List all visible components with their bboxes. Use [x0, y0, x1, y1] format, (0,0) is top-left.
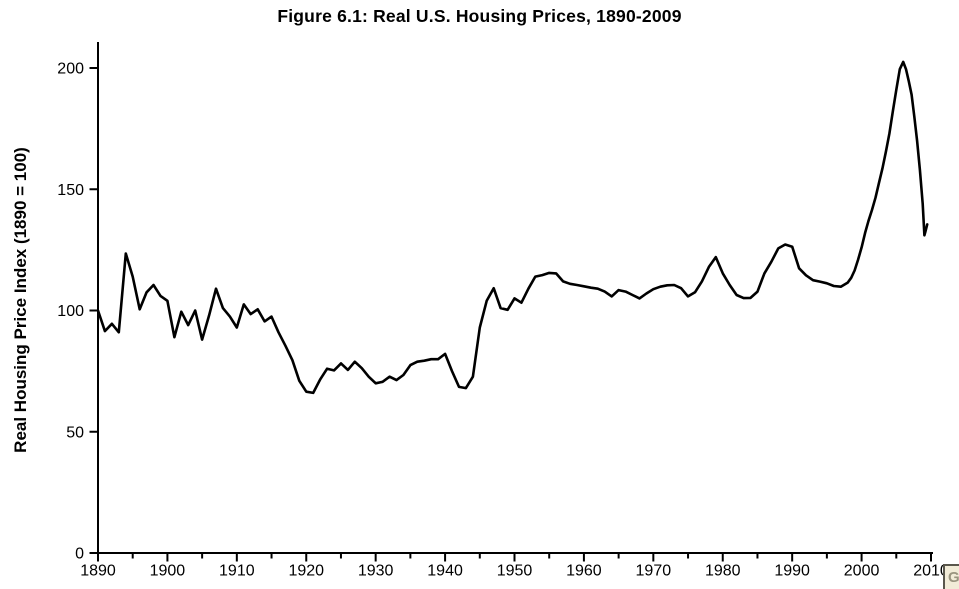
- x-tick-label: 1890: [80, 563, 116, 580]
- x-tick-label: 1960: [566, 563, 602, 580]
- x-tick-label: 2010: [913, 563, 949, 580]
- y-tick-label: 150: [57, 182, 84, 199]
- y-tick-label: 200: [57, 61, 84, 78]
- x-tick-label: 1940: [427, 563, 463, 580]
- chart-title: Figure 6.1: Real U.S. Housing Prices, 18…: [277, 6, 682, 26]
- x-tick-label: 1980: [705, 563, 741, 580]
- x-tick-label: 1910: [219, 563, 255, 580]
- x-tick-label: 1950: [497, 563, 533, 580]
- corner-widget-badge[interactable]: G: [943, 564, 959, 589]
- x-tick-label: 1900: [150, 563, 186, 580]
- x-tick-label: 1930: [358, 563, 394, 580]
- x-tick-label: 2000: [844, 563, 880, 580]
- y-tick-label: 100: [57, 303, 84, 320]
- y-tick-label: 0: [75, 546, 84, 563]
- y-tick-label: 50: [66, 424, 84, 441]
- price-line: [96, 60, 929, 395]
- x-tick-label: 1920: [288, 563, 324, 580]
- x-tick-label: 1970: [636, 563, 672, 580]
- corner-widget-letter: G: [948, 569, 959, 586]
- x-tick-label: 1990: [774, 563, 810, 580]
